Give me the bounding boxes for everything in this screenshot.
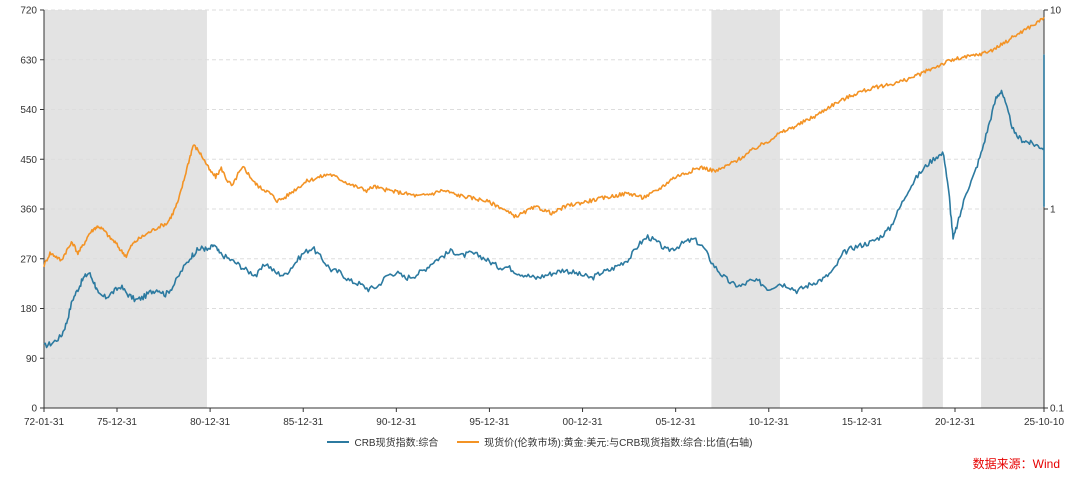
series-line-0: [43, 54, 1045, 349]
x-tick-label-6: 00-12-31: [563, 417, 603, 428]
x-tick-label-8: 10-12-31: [749, 417, 789, 428]
y-right-tick-label-1: 1: [1050, 205, 1056, 216]
y-right-tick-label-0: 0.1: [1050, 404, 1064, 415]
x-tick-label-1: 75-12-31: [97, 417, 137, 428]
y-left-tick-label-4: 360: [20, 205, 37, 216]
x-tick-label-7: 05-12-31: [656, 417, 696, 428]
line-chart: 0 90 180 270 360 450 540 630 720 0.1 1 10 72-01-31 75…: [20, 6, 1064, 429]
y-right-tick-label-2: 10: [1050, 6, 1062, 17]
y-left-tick-label-3: 270: [20, 254, 37, 265]
x-tick-label-11: 25-10-10: [1024, 417, 1064, 428]
y-left-tick-label-7: 630: [20, 55, 37, 66]
x-tick-label-0: 72-01-31: [24, 417, 64, 428]
legend-swatch-gold-crb-ratio: [457, 441, 480, 444]
legend-item-gold-crb-ratio[interactable]: 现货价(伦敦市场):黄金:美元:与CRB现货指数:综合:比值(右轴): [457, 434, 753, 449]
x-tick-label-2: 80-12-31: [190, 417, 230, 428]
x-tick-label-4: 90-12-31: [376, 417, 416, 428]
x-tick-label-9: 15-12-31: [842, 417, 882, 428]
legend-item-crb[interactable]: CRB现货指数:综合: [327, 434, 438, 449]
data-source-note: 数据来源：Wind: [972, 457, 1060, 471]
series-line-1: [43, 16, 1045, 268]
legend-label-crb: CRB现货指数:综合: [354, 438, 439, 449]
x-tick-label-10: 20-12-31: [935, 417, 975, 428]
y-left-tick-label-2: 180: [20, 304, 37, 315]
x-tick-label-5: 95-12-31: [469, 417, 509, 428]
y-left-tick-label-5: 450: [20, 155, 37, 166]
x-tick-label-3: 85-12-31: [283, 417, 323, 428]
legend-swatch-crb: [327, 441, 350, 444]
y-left-tick-label-6: 540: [20, 105, 37, 116]
chart-legend: CRB现货指数:综合 现货价(伦敦市场):黄金:美元:与CRB现货指数:综合:比…: [0, 434, 1080, 449]
legend-label-gold-crb-ratio: 现货价(伦敦市场):黄金:美元:与CRB现货指数:综合:比值(右轴): [484, 438, 753, 449]
y-left-tick-label-0: 0: [31, 404, 37, 415]
y-left-tick-label-1: 90: [26, 354, 38, 365]
y-left-tick-label-8: 720: [20, 6, 37, 17]
